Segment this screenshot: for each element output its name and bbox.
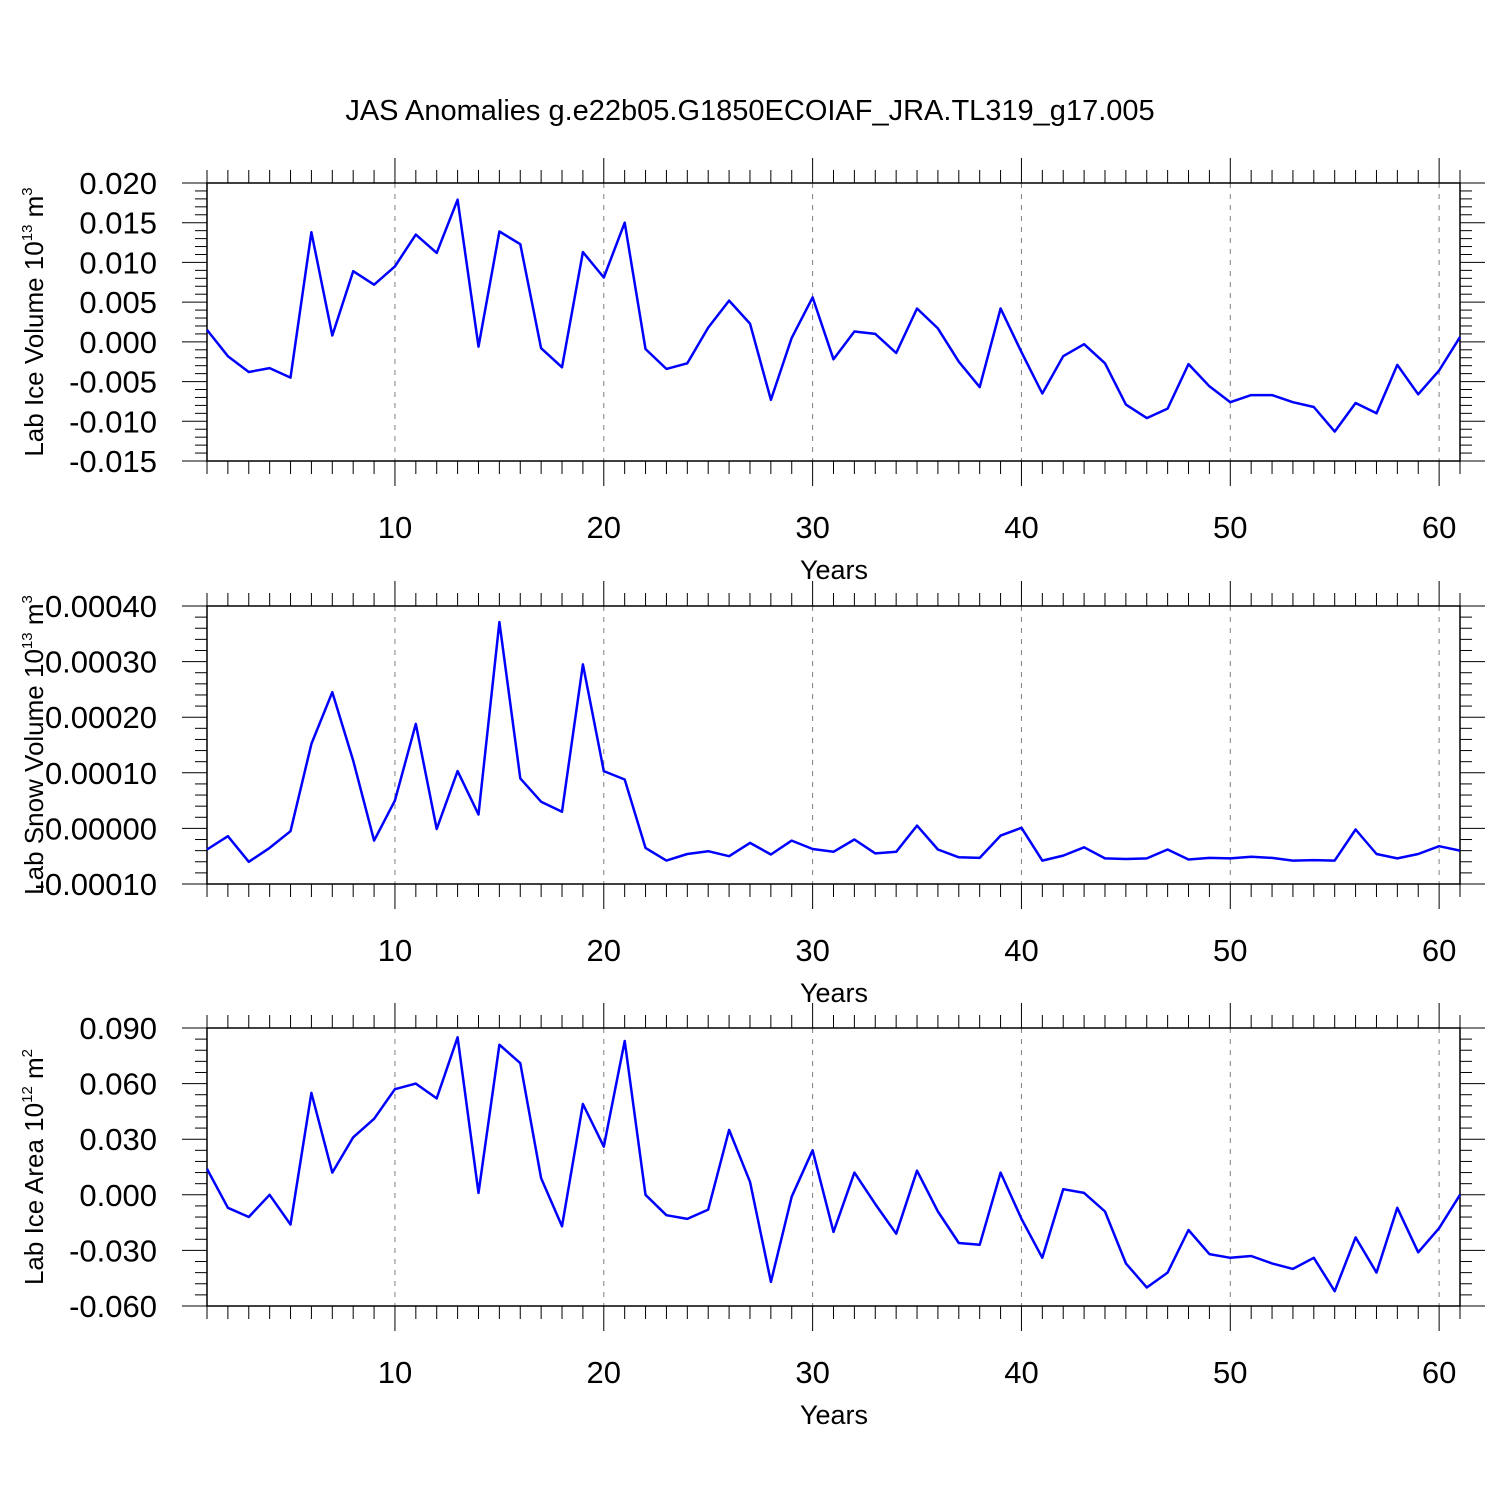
series-line — [206, 198, 1462, 433]
x-axis-label: Years — [800, 1400, 868, 1430]
y-tick-label: 0.030 — [79, 1122, 157, 1157]
plot-frame — [206, 182, 1461, 462]
plot-frame — [206, 605, 1461, 885]
y-tick-label: 0.00010 — [45, 756, 157, 791]
y-tick-label: 0.090 — [79, 1011, 157, 1046]
y-axis-label: Lab Ice Volume 1013 m3 — [19, 187, 49, 456]
chart-title: JAS Anomalies g.e22b05.G1850ECOIAF_JRA.T… — [345, 95, 1154, 127]
series-line — [205, 1036, 1462, 1293]
x-tick-label: 20 — [587, 1355, 621, 1390]
panels: -0.015 -0.010 -0.005 0.000 0.005 0.010 0.015 0.… — [19, 158, 1485, 1430]
x-tick-label: 50 — [1213, 1355, 1247, 1390]
y-tick-label: 0.000 — [79, 325, 157, 360]
x-axis-label: Years — [800, 978, 868, 1008]
y-axis-label: Lab Ice Area 1012 m2 — [19, 1049, 49, 1285]
y-tick-label: 0.00030 — [45, 645, 157, 680]
x-tick-label: 60 — [1422, 1355, 1456, 1390]
x-tick-label: 30 — [795, 510, 829, 545]
series-line — [206, 620, 1461, 864]
x-tick-label: 10 — [378, 510, 412, 545]
y-tick-label: -0.015 — [69, 444, 157, 479]
x-tick-label: 60 — [1422, 510, 1456, 545]
y-tick-label: -0.005 — [69, 365, 157, 400]
y-axis-label: Lab Snow Volume 1013 m3 — [19, 595, 49, 895]
x-tick-label: 50 — [1213, 933, 1247, 968]
y-tick-label: 0.005 — [79, 285, 157, 320]
y-tick-label: -0.00010 — [35, 867, 157, 902]
panel-1: -0.015 -0.010 -0.005 0.000 0.005 0.010 0.015 0.… — [19, 158, 1485, 585]
y-tick-label: 0.000 — [79, 1178, 157, 1213]
y-tick-label: 0.060 — [79, 1067, 157, 1102]
panel-3: -0.060 -0.030 0.000 0.030 0.060 0.090 10 20 30 40… — [19, 1003, 1485, 1430]
y-tick-label: 0.010 — [79, 245, 157, 280]
y-tick-label: -0.010 — [69, 404, 157, 439]
x-tick-label: 20 — [587, 933, 621, 968]
x-tick-label: 10 — [378, 933, 412, 968]
x-tick-label: 10 — [378, 1355, 412, 1390]
y-tick-label: 0.00000 — [45, 811, 157, 846]
x-tick-label: 30 — [795, 1355, 829, 1390]
panel-2: -0.00010 0.00000 0.00010 0.00020 0.00030 0.00… — [19, 581, 1485, 1008]
x-tick-label: 40 — [1004, 1355, 1038, 1390]
x-tick-label: 30 — [795, 933, 829, 968]
x-axis-label: Years — [800, 555, 868, 585]
y-tick-label: 0.015 — [79, 206, 157, 241]
x-tick-label: 20 — [587, 510, 621, 545]
y-tick-label: 0.00020 — [45, 700, 157, 735]
y-tick-label: 0.00040 — [45, 589, 157, 624]
x-tick-label: 50 — [1213, 510, 1247, 545]
x-tick-label: 60 — [1422, 933, 1456, 968]
x-tick-label: 40 — [1004, 510, 1038, 545]
y-tick-label: -0.060 — [69, 1289, 157, 1324]
y-tick-label: 0.020 — [79, 166, 157, 201]
x-tick-label: 40 — [1004, 933, 1038, 968]
y-tick-label: -0.030 — [69, 1233, 157, 1268]
